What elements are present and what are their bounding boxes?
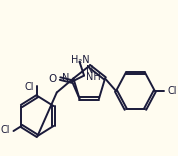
Text: O: O: [48, 74, 56, 84]
Text: N: N: [62, 73, 70, 83]
Text: N: N: [87, 65, 94, 75]
Text: Cl: Cl: [168, 86, 177, 96]
Text: Cl: Cl: [0, 125, 10, 135]
Text: Cl: Cl: [24, 82, 34, 92]
Text: H₂N: H₂N: [71, 55, 90, 65]
Text: NH: NH: [86, 72, 101, 82]
